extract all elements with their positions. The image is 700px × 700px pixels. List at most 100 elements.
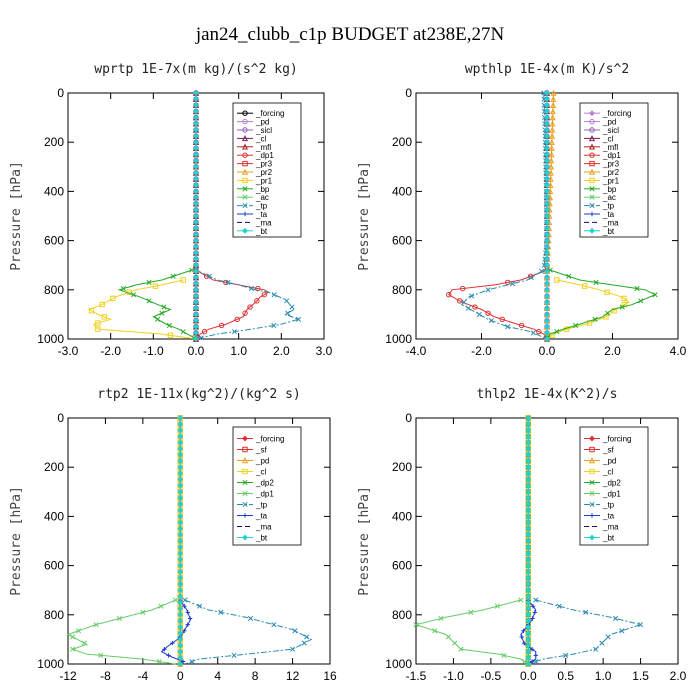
data-point <box>110 295 116 302</box>
legend-marker <box>242 227 248 234</box>
data-point <box>611 308 617 314</box>
x-tick-label: -8 <box>100 669 111 683</box>
data-point <box>544 305 550 312</box>
data-point <box>548 151 555 158</box>
data-point <box>177 581 184 587</box>
data-point <box>541 96 547 102</box>
data-point <box>525 581 532 587</box>
legend-marker <box>589 446 595 453</box>
legend-marker <box>588 135 596 142</box>
data-point <box>193 145 199 152</box>
legend-box <box>579 426 649 546</box>
x-tick-label: 4 <box>214 669 221 683</box>
legend-label: _dp1 <box>602 490 621 499</box>
y-tick-label: 400 <box>44 509 64 523</box>
data-point <box>556 603 562 609</box>
series-bt <box>525 415 532 667</box>
data-point <box>70 634 76 640</box>
series-line <box>414 599 529 665</box>
series-bt <box>193 90 199 342</box>
data-point <box>101 314 107 320</box>
data-point <box>544 262 550 269</box>
data-point <box>525 605 532 612</box>
data-point <box>218 609 224 615</box>
data-point <box>544 329 550 336</box>
data-point <box>539 268 545 274</box>
legend-marker <box>589 203 595 209</box>
legend-label: _bt <box>255 534 268 543</box>
data-point <box>541 90 547 96</box>
data-point <box>177 593 184 600</box>
legend-marker <box>242 203 248 209</box>
data-point <box>549 126 556 133</box>
data-point <box>525 458 532 464</box>
data-point <box>544 336 550 342</box>
legend-label: _cl <box>255 468 266 477</box>
legend-label: _pr3 <box>255 160 273 169</box>
data-point <box>583 609 589 615</box>
data-point <box>177 599 184 606</box>
data-point <box>156 658 162 665</box>
x-tick-label: -12 <box>59 669 77 683</box>
y-tick-label: 600 <box>44 559 64 573</box>
data-point <box>525 482 532 489</box>
data-point <box>525 654 532 661</box>
legend-marker <box>242 501 248 508</box>
data-point <box>550 101 557 108</box>
data-point <box>152 283 159 289</box>
data-point <box>193 293 199 299</box>
legend-marker <box>241 168 249 175</box>
data-point <box>456 298 463 304</box>
data-point <box>445 634 451 640</box>
legend-marker <box>242 186 248 192</box>
data-point <box>581 283 588 289</box>
data-point <box>548 157 555 164</box>
data-point <box>525 556 532 563</box>
data-point <box>459 285 466 292</box>
y-tick-label: 600 <box>392 234 412 248</box>
data-point <box>525 630 532 637</box>
data-point <box>218 322 225 329</box>
legend-marker <box>589 211 595 217</box>
data-point <box>544 126 550 133</box>
y-tick-label: 800 <box>44 283 64 297</box>
legend-marker <box>242 490 248 497</box>
y-tick-label: 400 <box>392 509 412 523</box>
legend-label: _bp <box>255 185 270 194</box>
series-line <box>66 599 176 665</box>
data-point <box>180 277 186 283</box>
data-point <box>193 96 199 103</box>
legend-marker <box>589 110 595 117</box>
data-point <box>193 237 199 244</box>
data-point <box>544 163 550 170</box>
series-bt <box>544 90 550 342</box>
data-point <box>544 213 550 219</box>
data-point <box>544 120 550 127</box>
data-point <box>95 320 101 326</box>
data-point <box>177 531 184 538</box>
data-point <box>177 562 184 569</box>
data-point <box>193 120 199 127</box>
data-point <box>193 102 199 109</box>
x-tick-label: -2.0 <box>100 344 121 358</box>
data-point <box>177 605 184 612</box>
legend-label: _pr2 <box>255 168 273 177</box>
data-point <box>521 658 528 665</box>
data-point <box>292 628 298 634</box>
data-point <box>146 279 152 285</box>
data-point <box>173 597 179 603</box>
data-point <box>605 310 611 316</box>
legend-label: _forcing <box>255 435 284 444</box>
data-point <box>88 308 95 314</box>
data-point <box>563 652 569 658</box>
legend-label: _sicl <box>602 126 619 135</box>
x-tick-label: 2.0 <box>670 669 687 683</box>
data-point <box>201 328 208 335</box>
data-point <box>525 648 532 655</box>
data-point <box>446 292 452 298</box>
data-point <box>573 322 579 329</box>
data-point <box>525 488 532 495</box>
data-point <box>652 292 658 298</box>
data-point <box>177 513 184 520</box>
data-point <box>177 445 184 452</box>
